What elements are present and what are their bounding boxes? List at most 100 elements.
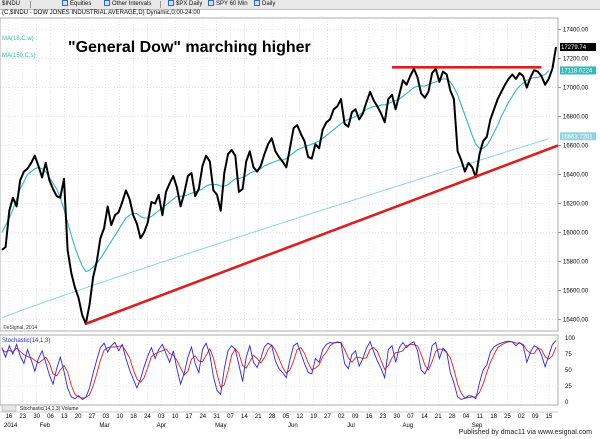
symbol-box[interactable]: $INDU — [2, 0, 20, 9]
equities-menu[interactable]: Equities — [62, 0, 91, 9]
x-tick-label: 16 — [366, 414, 373, 420]
x-tick-label: 15 — [546, 414, 553, 420]
price-tick-label: 16200.00 — [563, 201, 589, 207]
stochastic-label: Stochastic(14,1,3) — [2, 338, 50, 344]
x-tick-label: 23 — [19, 414, 26, 420]
close-badge-text: 17279.74 — [561, 45, 587, 51]
x-tick-label: 18 — [130, 414, 137, 420]
price-series-group — [1, 46, 558, 325]
month-label: 2014 — [4, 423, 18, 429]
month-label: Jul — [347, 423, 355, 429]
x-tick-label: 24 — [144, 414, 151, 420]
month-label: Feb — [40, 423, 51, 429]
x-tick-label: 27 — [324, 414, 331, 420]
equities-icon — [62, 0, 68, 6]
x-tick-label: 10 — [172, 414, 179, 420]
dow-close-line — [1, 46, 557, 325]
x-tick-label: 09 — [352, 414, 359, 420]
x-tick-label: 21 — [435, 414, 442, 420]
x-tick-label: 28 — [449, 414, 456, 420]
x-tick-label: 30 — [393, 414, 400, 420]
x-tick-label: 03 — [158, 414, 165, 420]
tab-spx-daily[interactable]: $PX Daily — [168, 0, 202, 9]
price-tick-label: 15400.00 — [563, 317, 589, 323]
ma18-line — [1, 70, 550, 273]
x-tick-label: 10 — [116, 414, 123, 420]
ma18-badge — [560, 66, 596, 75]
month-label: Jun — [288, 423, 298, 429]
toolbar: $INDU Equities Other Intervals $PX Daily… — [0, 0, 600, 10]
price-tick-label: 15600.00 — [563, 288, 589, 294]
x-tick-label: 07 — [227, 414, 234, 420]
rising-trendline — [85, 144, 558, 325]
ma150-line — [1, 138, 549, 319]
x-tick-label: 17 — [186, 414, 193, 420]
price-tick-label: 16000.00 — [563, 230, 589, 236]
other-intervals-label: Other Intervals — [112, 1, 152, 7]
stochastic-k-line — [1, 340, 557, 400]
stochastic-series-group — [1, 340, 557, 400]
x-tick-label: 31 — [213, 414, 220, 420]
chart-title: "General Dow" marching higher — [68, 39, 311, 56]
stochastic-tick-label: 25 — [565, 384, 572, 390]
stochastic-y-axis: 0 25 50 75 100 — [565, 336, 576, 406]
price-tick-label: 16600.00 — [563, 144, 589, 150]
x-tick-label: 03 — [103, 414, 110, 420]
ma150-badge — [560, 132, 596, 141]
month-label: Mar — [99, 423, 109, 429]
chart-icon — [254, 0, 260, 6]
panel-tabs[interactable]: Stochastic(14,1,3) Volume — [20, 406, 79, 412]
ma150-badge-text: 16663.7201 — [561, 134, 593, 140]
x-tick-label: 13 — [61, 414, 68, 420]
x-tick-label: 07 — [407, 414, 414, 420]
x-tick-label: 06 — [47, 414, 54, 420]
x-tick-label: 11 — [477, 414, 484, 420]
tab-spx-daily-label: $PX Daily — [176, 1, 203, 7]
x-tick-label: 12 — [296, 414, 303, 420]
x-tick-label: 28 — [269, 414, 276, 420]
x-tick-label: 24 — [199, 414, 206, 420]
month-label: Apr — [157, 423, 166, 429]
x-tick-label: 05 — [283, 414, 290, 420]
price-tick-label: 17400.00 — [563, 28, 589, 34]
x-tick-label: 04 — [463, 414, 470, 420]
ma18-badge-text: 17118.0224 — [561, 68, 593, 74]
last-value-badges: 17279.74 17118.0224 16663.7201 — [560, 43, 596, 141]
x-tick-label: 20 — [75, 414, 82, 420]
chart-icon — [168, 0, 174, 6]
price-tick-label: 17200.00 — [563, 57, 589, 63]
price-grid — [0, 18, 558, 331]
x-tick-label: 21 — [255, 414, 262, 420]
month-label: Aug — [402, 423, 413, 429]
panel-scroll-control[interactable] — [1, 404, 17, 412]
x-tick-label: 14 — [421, 414, 428, 420]
month-label: May — [215, 423, 226, 429]
close-badge — [560, 43, 596, 52]
x-tick-label: 02 — [338, 414, 345, 420]
price-tick-label: 17000.00 — [563, 86, 589, 92]
x-tick-label: 23 — [380, 414, 387, 420]
month-label: Sep — [472, 423, 483, 429]
stochastic-tick-label: 75 — [565, 352, 572, 358]
price-y-axis: 15400.00 15600.00 15800.00 16000.00 16200.00… — [558, 28, 589, 323]
tab-spy-daily[interactable]: Daily — [254, 0, 275, 9]
x-tick-label: 09 — [532, 414, 539, 420]
x-tick-label: 19 — [310, 414, 317, 420]
price-tick-label: 16800.00 — [563, 115, 589, 121]
stochastic-tick-label: 0 — [565, 400, 569, 406]
price-tick-label: 15800.00 — [563, 259, 589, 265]
stochastic-tick-label: 100 — [565, 336, 576, 342]
x-tick-label: 02 — [518, 414, 525, 420]
date-x-axis: 16 23 30 06 13 20 27 03 10 18 24 03 10 17 24 31 07 14 21 28… — [0, 411, 558, 429]
equities-menu-label: Equities — [70, 1, 92, 7]
other-intervals-menu[interactable]: Other Intervals — [104, 0, 151, 9]
chart-header: (C,$INDU - DOW JONES INDUSTRIAL AVERAGE,… — [2, 10, 201, 16]
stochastic-d-line — [1, 341, 557, 399]
copyright-note: ©eSignal, 2014 — [3, 324, 37, 331]
x-tick-label: 18 — [490, 414, 497, 420]
tab-spy-60[interactable]: SPY 60 Min — [208, 0, 248, 9]
publisher-credit-text: Published by dmac11 via www.esignal.com — [458, 429, 592, 436]
ma150-label: MA(150,C,s) — [2, 53, 36, 59]
